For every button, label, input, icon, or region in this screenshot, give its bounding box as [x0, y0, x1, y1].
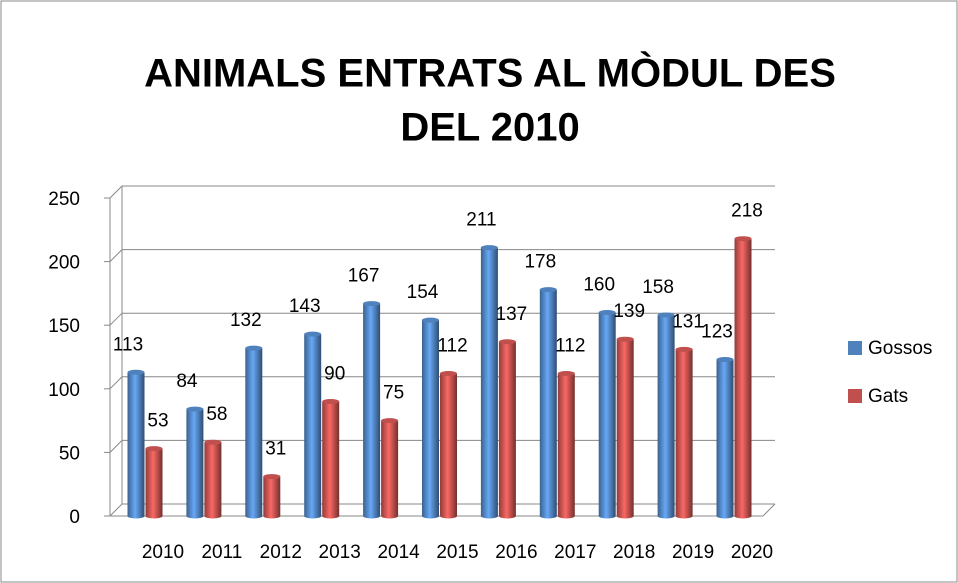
bar-top — [616, 336, 634, 342]
x-tick-label: 2016 — [495, 542, 537, 563]
bar — [616, 339, 634, 519]
bar — [675, 349, 693, 519]
bar-top — [127, 369, 145, 375]
bar-top — [498, 339, 516, 345]
bar-top — [422, 317, 439, 323]
bar — [322, 401, 340, 519]
bar — [245, 348, 263, 519]
y-tick-label: 200 — [48, 253, 80, 274]
bar-top — [245, 345, 263, 351]
bar-top — [322, 399, 340, 405]
bar — [263, 476, 281, 519]
x-tick-label: 2015 — [436, 542, 478, 563]
data-label: 143 — [289, 296, 321, 317]
floor-right — [762, 503, 776, 517]
data-label: 112 — [555, 336, 585, 357]
legend-swatch — [848, 389, 862, 403]
y-tick-label: 0 — [69, 507, 80, 528]
bar-top — [675, 346, 693, 352]
data-label: 75 — [383, 383, 404, 404]
grid-line — [109, 312, 775, 326]
bar — [422, 320, 439, 519]
bar — [498, 341, 516, 519]
bar-top — [480, 245, 498, 251]
y-tick-label: 150 — [48, 316, 80, 337]
data-label: 84 — [176, 371, 198, 392]
bar-top — [304, 331, 322, 337]
bar — [381, 420, 399, 519]
bar-top — [381, 418, 399, 424]
bar — [480, 247, 498, 519]
data-label: 137 — [496, 304, 528, 325]
data-label: 218 — [731, 201, 763, 222]
bar — [657, 315, 675, 519]
data-label: 178 — [524, 252, 556, 273]
bar — [539, 289, 557, 519]
bar — [127, 372, 145, 519]
x-tick-label: 2010 — [142, 542, 184, 563]
bar-top — [657, 312, 675, 318]
bar-top — [716, 357, 734, 363]
bar-top — [204, 439, 222, 445]
chart-title: ANIMALS ENTRATS AL MÒDUL DES — [144, 50, 836, 96]
legend-swatch — [848, 341, 862, 355]
y-tick-label: 100 — [48, 380, 80, 401]
x-tick-label: 2018 — [613, 542, 655, 563]
bar — [716, 359, 734, 519]
data-label: 53 — [147, 411, 168, 432]
data-label: 90 — [324, 364, 345, 385]
grid-line — [109, 376, 775, 390]
x-tick-label: 2012 — [260, 542, 302, 563]
bar-top — [440, 371, 457, 377]
grid-line — [109, 439, 775, 453]
data-label: 113 — [113, 334, 143, 355]
data-label: 131 — [672, 311, 704, 332]
bar-top — [734, 236, 752, 242]
y-tick-label: 250 — [48, 189, 80, 210]
grid-line — [109, 503, 775, 517]
data-label: 154 — [407, 282, 439, 303]
data-label: 31 — [265, 439, 286, 460]
x-tick-label: 2020 — [731, 542, 773, 563]
data-label: 132 — [230, 310, 262, 331]
x-tick-label: 2013 — [319, 542, 361, 563]
grid-line — [109, 185, 775, 199]
data-label: 112 — [437, 336, 467, 357]
data-label: 167 — [348, 266, 380, 287]
bar — [304, 334, 322, 519]
data-label: 211 — [466, 210, 496, 231]
bar — [363, 303, 381, 519]
grid-line — [109, 249, 775, 262]
data-label: 58 — [206, 404, 227, 425]
bar-top — [145, 446, 163, 452]
bar — [204, 442, 222, 519]
bar — [598, 312, 616, 519]
bar — [734, 238, 752, 519]
legend-label: Gossos — [868, 338, 932, 359]
bar-top — [557, 371, 575, 377]
bar — [186, 409, 204, 519]
bar — [440, 373, 457, 519]
bar-top — [363, 301, 381, 307]
chart-title: DEL 2010 — [400, 106, 579, 150]
data-label: 139 — [613, 301, 645, 322]
bar — [557, 373, 575, 519]
bar-top — [186, 406, 204, 412]
x-tick-label: 2017 — [554, 542, 596, 563]
data-label: 158 — [642, 277, 674, 298]
data-label: 123 — [701, 322, 733, 343]
bar-top — [539, 287, 557, 293]
bar — [145, 448, 163, 519]
data-label: 160 — [583, 274, 615, 295]
legend-label: Gats — [868, 386, 908, 407]
y-tick-label: 50 — [59, 443, 80, 464]
x-tick-label: 2014 — [377, 542, 420, 563]
bar-top — [263, 474, 281, 480]
bar-top — [598, 309, 616, 315]
x-tick-label: 2011 — [201, 542, 242, 563]
x-tick-label: 2019 — [672, 542, 714, 563]
